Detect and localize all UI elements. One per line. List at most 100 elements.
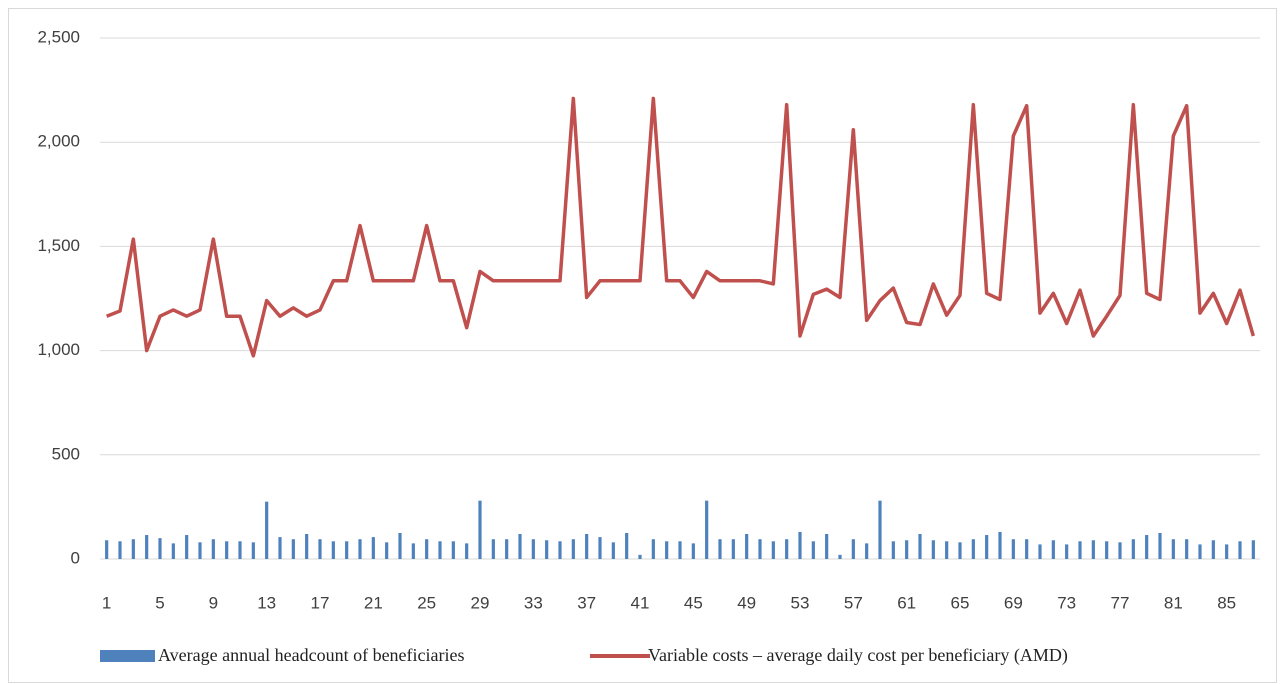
bar: [371, 537, 375, 559]
bar: [811, 541, 815, 559]
y-tick-label: 500: [52, 444, 80, 463]
bar: [1091, 540, 1095, 559]
bar: [878, 500, 882, 559]
legend: Average annual headcount of beneficiarie…: [100, 645, 1068, 666]
bar: [1251, 540, 1255, 559]
bar: [171, 543, 175, 559]
bar: [611, 542, 615, 559]
bar: [305, 533, 309, 559]
bar: [225, 541, 229, 559]
bar: [105, 540, 109, 559]
bar: [198, 542, 202, 559]
bar: [1105, 541, 1109, 559]
bar: [678, 541, 682, 559]
bar: [838, 554, 842, 559]
bar: [691, 543, 695, 559]
bar: [518, 533, 522, 559]
bar: [705, 500, 709, 559]
bar: [665, 541, 669, 559]
x-tick-label: 57: [844, 593, 863, 612]
bar: [478, 500, 482, 559]
x-tick-label: 81: [1164, 593, 1183, 612]
bar: [918, 533, 922, 559]
bar: [865, 543, 869, 559]
bar: [451, 541, 455, 559]
bar: [398, 532, 402, 559]
x-tick-label: 33: [524, 593, 543, 612]
x-tick-label: 21: [364, 593, 383, 612]
y-tick-label: 1,500: [37, 236, 80, 255]
bar: [438, 541, 442, 559]
x-tick-label: 17: [311, 593, 330, 612]
bar: [185, 535, 189, 559]
bar: [891, 541, 895, 559]
bar: [118, 541, 122, 559]
bar: [945, 541, 949, 559]
x-tick-label: 29: [471, 593, 490, 612]
bar: [291, 539, 295, 559]
y-tick-label: 1,000: [37, 340, 80, 359]
x-tick-label: 65: [951, 593, 970, 612]
bar: [798, 531, 802, 559]
x-tick-label: 45: [684, 593, 703, 612]
bar: [998, 531, 1002, 559]
bar: [465, 543, 469, 559]
bar: [145, 535, 149, 559]
bar: [278, 537, 282, 559]
bar: [1158, 532, 1162, 559]
y-tick-label: 2,500: [37, 27, 80, 46]
bar: [238, 541, 242, 559]
line-series: [106, 96, 1256, 358]
bar: [158, 538, 162, 559]
bar: [931, 540, 935, 559]
x-tick-label: 77: [1111, 593, 1130, 612]
bar: [745, 533, 749, 559]
bar: [1038, 544, 1042, 559]
bar: [638, 554, 642, 559]
bar: [731, 539, 735, 559]
bar: [331, 541, 335, 559]
bar: [358, 539, 362, 559]
bar: [785, 539, 789, 559]
bar: [345, 541, 349, 559]
bar: [771, 541, 775, 559]
legend-label: Average annual headcount of beneficiarie…: [158, 645, 465, 665]
bar: [1238, 541, 1242, 559]
bar: [758, 539, 762, 559]
x-tick-label: 53: [791, 593, 810, 612]
bar: [491, 539, 495, 559]
x-tick-label: 49: [737, 593, 756, 612]
x-tick-label: 9: [209, 593, 218, 612]
bar: [585, 533, 589, 559]
bar: [718, 539, 722, 559]
bar: [571, 539, 575, 559]
bar: [985, 535, 989, 559]
bar: [211, 539, 215, 559]
bar: [1185, 539, 1189, 559]
bar: [1051, 540, 1055, 559]
bar: [958, 542, 962, 559]
bar: [1211, 540, 1215, 559]
legend-swatch: [100, 650, 155, 662]
x-tick-label: 25: [417, 593, 436, 612]
chart-border: [8, 8, 1277, 683]
bar: [1025, 539, 1029, 559]
bar: [851, 539, 855, 559]
bar: [651, 539, 655, 559]
bar: [531, 539, 535, 559]
x-tick-label: 69: [1004, 593, 1023, 612]
bar: [1198, 544, 1202, 559]
bar: [1065, 544, 1069, 559]
bar: [1011, 539, 1015, 559]
y-tick-label: 0: [71, 548, 80, 567]
bar: [545, 540, 549, 559]
x-tick-label: 5: [155, 593, 164, 612]
bar: [265, 501, 269, 559]
bar: [1171, 539, 1175, 559]
bar: [598, 537, 602, 559]
bar: [1118, 542, 1122, 559]
bar: [251, 542, 255, 559]
bar: [825, 533, 829, 559]
x-tick-label: 61: [897, 593, 916, 612]
